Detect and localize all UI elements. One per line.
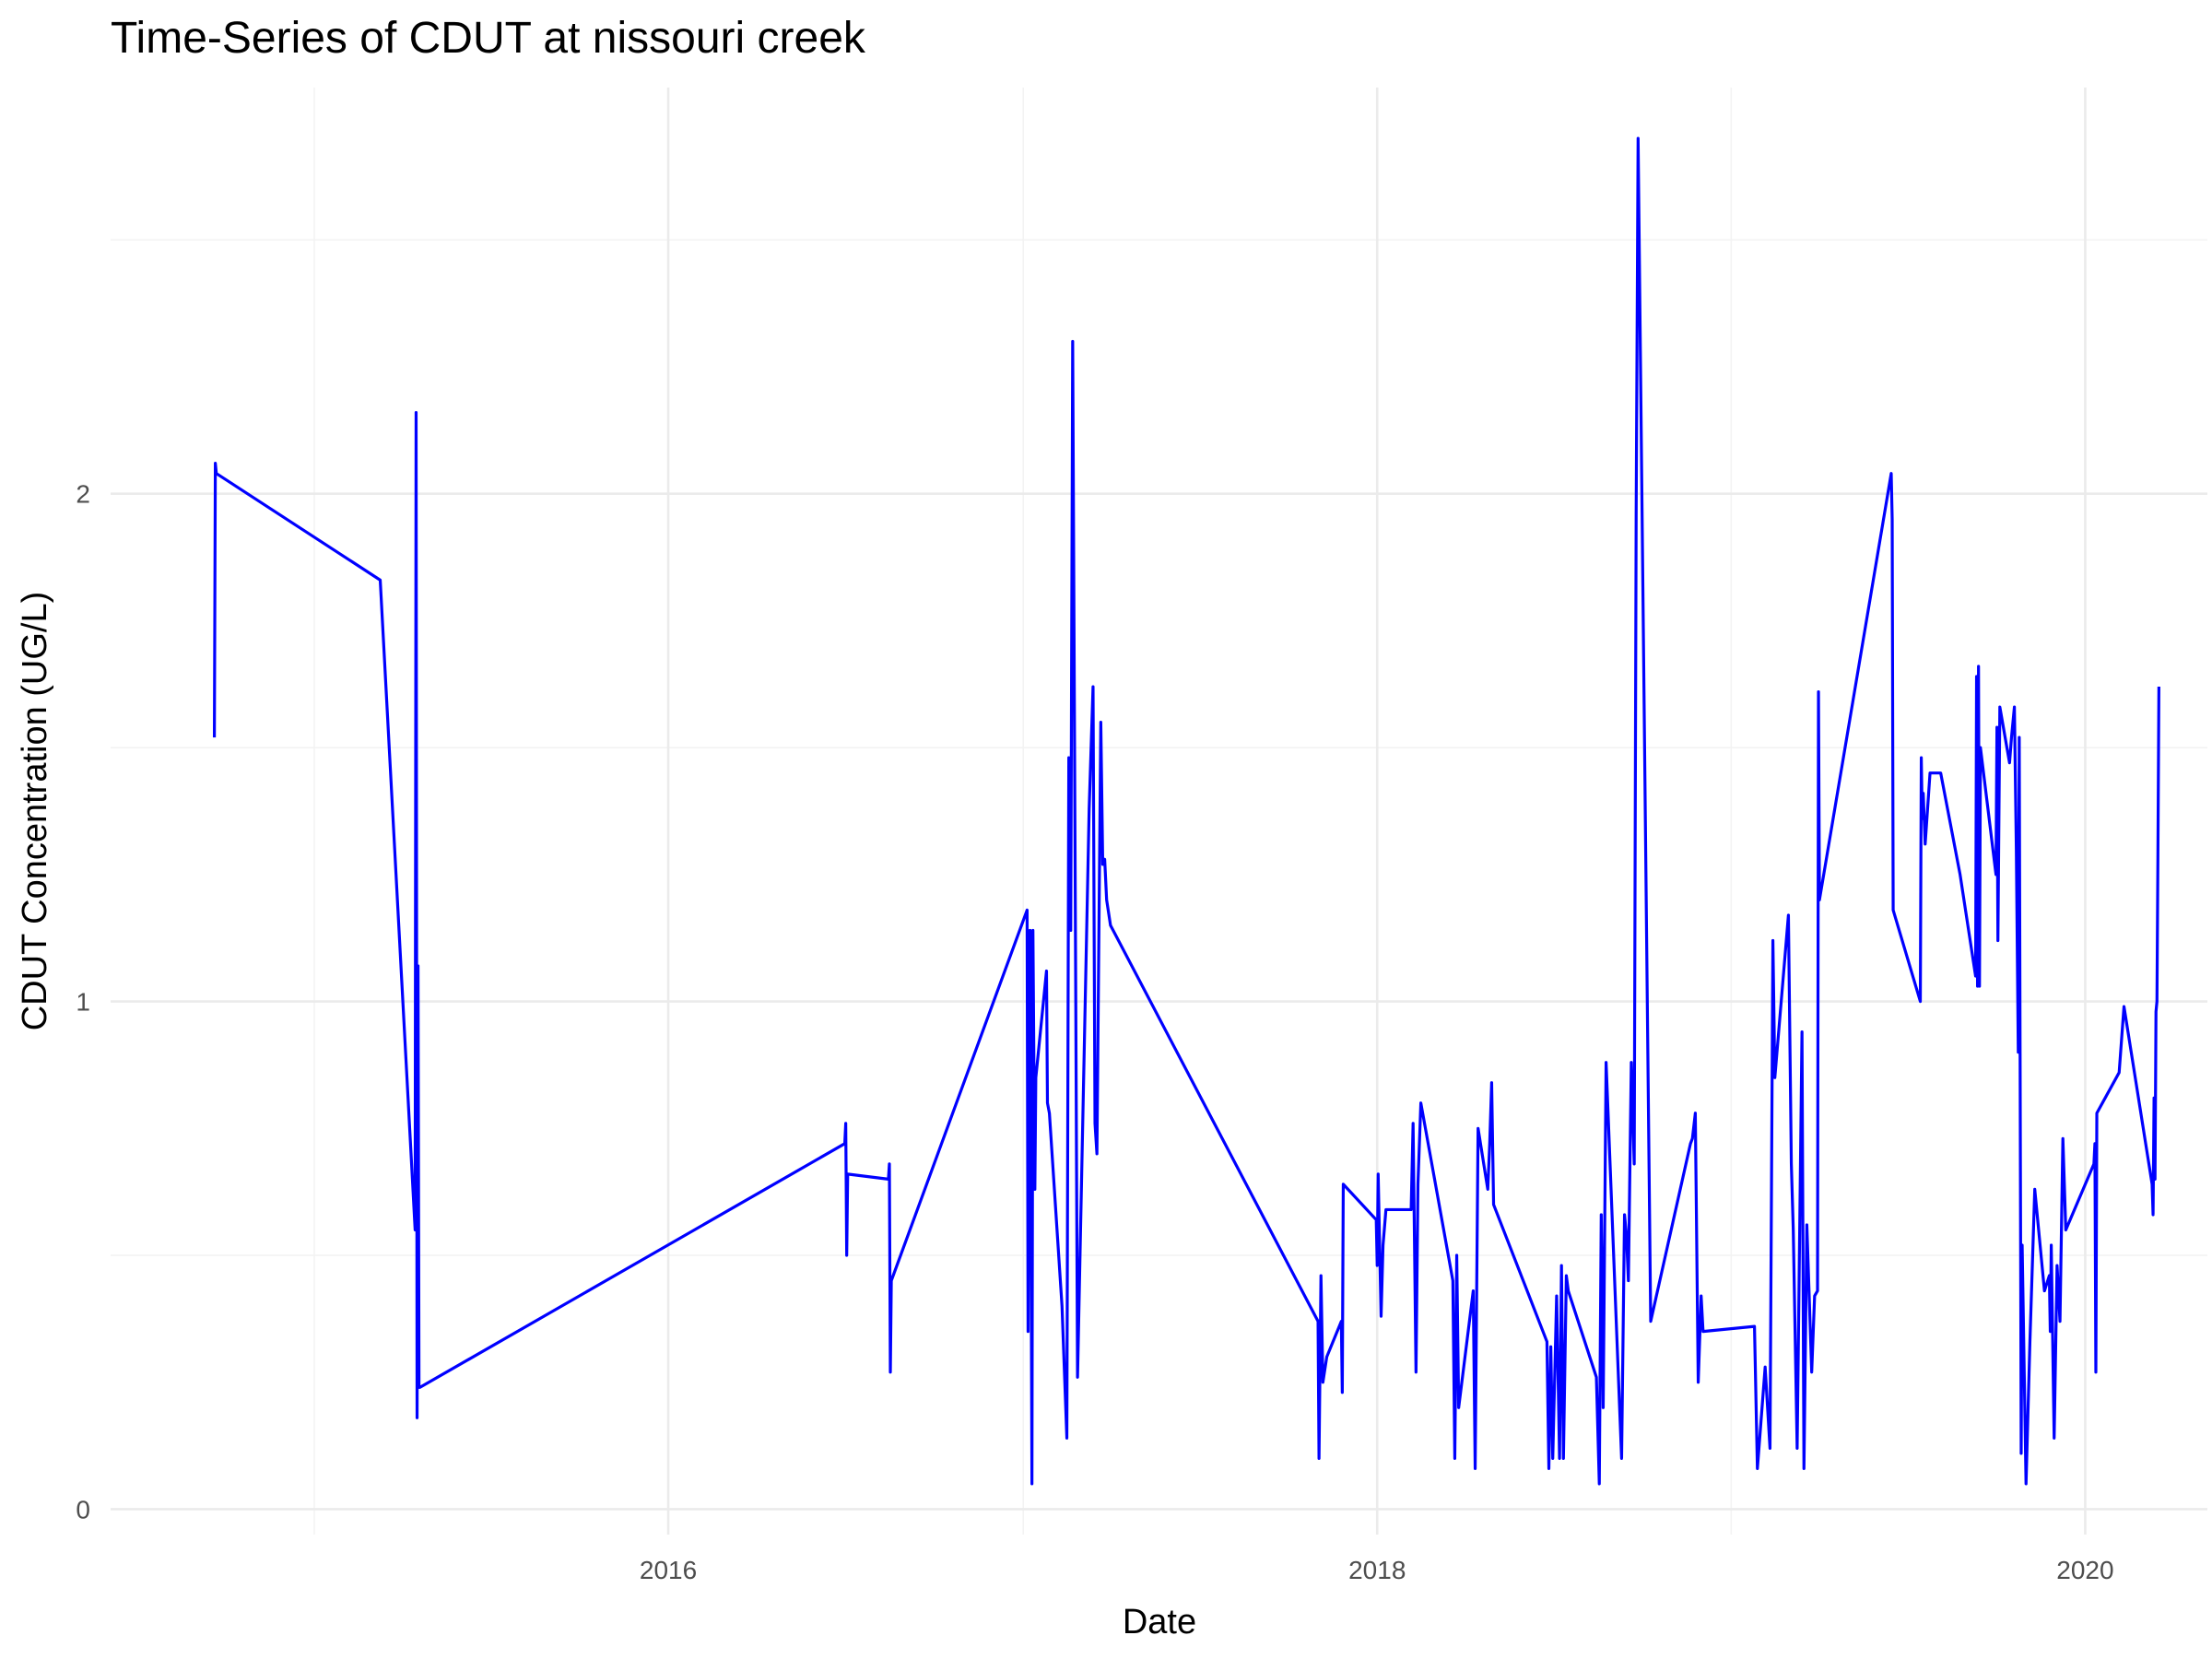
x-tick-label: 2020 [2056, 1556, 2113, 1584]
y-tick-label: 1 [76, 988, 90, 1017]
y-tick-label: 2 [76, 480, 90, 509]
plot-panel [111, 88, 2207, 1535]
series-line [212, 136, 2160, 1486]
grid-major [111, 88, 2207, 1535]
x-tick-labels: 2016 2018 2020 [640, 1556, 2114, 1584]
x-axis-title: Date [1123, 1603, 1196, 1641]
y-tick-labels: 0 1 2 [76, 480, 90, 1524]
y-axis-title: CDUT Concentration (UG/L) [16, 592, 54, 1031]
chart-title: Time-Series of CDUT at nissouri creek [111, 14, 865, 63]
y-tick-label: 0 [76, 1495, 90, 1524]
x-tick-label: 2018 [1348, 1556, 1406, 1584]
x-tick-label: 2016 [640, 1556, 697, 1584]
grid-minor [111, 88, 2207, 1535]
